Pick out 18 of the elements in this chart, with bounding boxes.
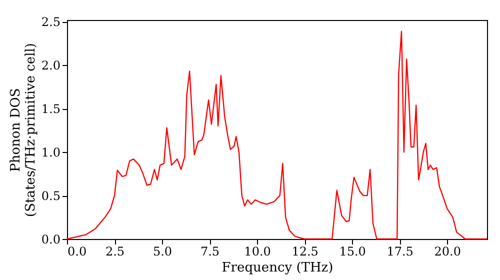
x-tick-label: 0.0: [68, 244, 87, 258]
x-tick-label: 5.0: [152, 244, 172, 258]
x-axis-title: Frequency (THz): [222, 260, 334, 276]
x-tick-label: 17.5: [386, 244, 414, 258]
y-axis-title: Phonon DOS (States/THz·primitive cell): [8, 42, 38, 218]
x-tick-label: 12.5: [292, 244, 318, 258]
y-tick-label: 0.0: [41, 232, 60, 246]
y-tick-label: 2.5: [41, 15, 60, 30]
x-tick-label: 7.5: [200, 244, 220, 258]
y-tick-label: 1.0: [41, 146, 60, 160]
y-tick-label: 0.5: [41, 189, 60, 204]
y-tick-label: 1.5: [41, 102, 60, 116]
y-tick-label: 2.0: [41, 58, 60, 73]
x-tick-label: 2.5: [105, 244, 125, 258]
x-tick-label: 20.0: [434, 244, 461, 258]
x-tick-label: 15.0: [339, 244, 366, 258]
line-series: [66, 30, 488, 240]
x-tick-label: 10.0: [244, 244, 271, 258]
